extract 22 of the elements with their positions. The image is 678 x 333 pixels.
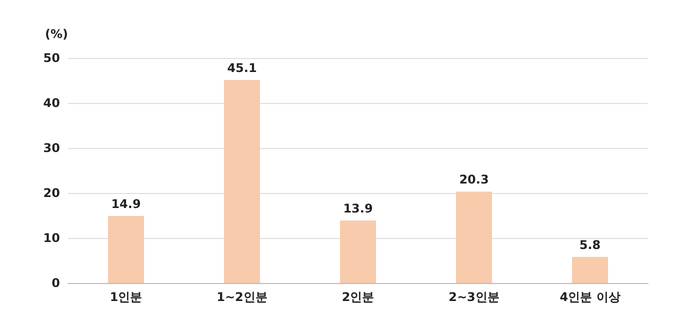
y-tick-label: 10 [43,231,60,245]
bar [456,192,492,283]
data-label: 45.1 [227,61,257,76]
bar [340,220,376,283]
bar [224,80,260,283]
y-axis-title: (%) [45,27,68,41]
data-label: 20.3 [459,172,489,187]
x-tick-label: 4인분 이상 [560,290,620,304]
data-label: 14.9 [111,196,141,211]
y-tick-label: 30 [43,141,60,155]
x-tick-label: 1인분 [110,290,142,304]
y-tick-label: 0 [52,276,60,290]
bar [108,216,144,283]
bar [572,256,608,283]
data-label: 5.8 [579,238,601,252]
x-tick-label: 1~2인분 [216,290,268,304]
y-tick-label: 20 [43,186,60,200]
y-tick-label: 40 [43,96,60,110]
x-tick-label: 2인분 [342,290,374,304]
x-tick-label: 2~3인분 [448,290,500,304]
data-label: 13.9 [343,201,373,216]
y-tick-label: 50 [43,51,60,65]
